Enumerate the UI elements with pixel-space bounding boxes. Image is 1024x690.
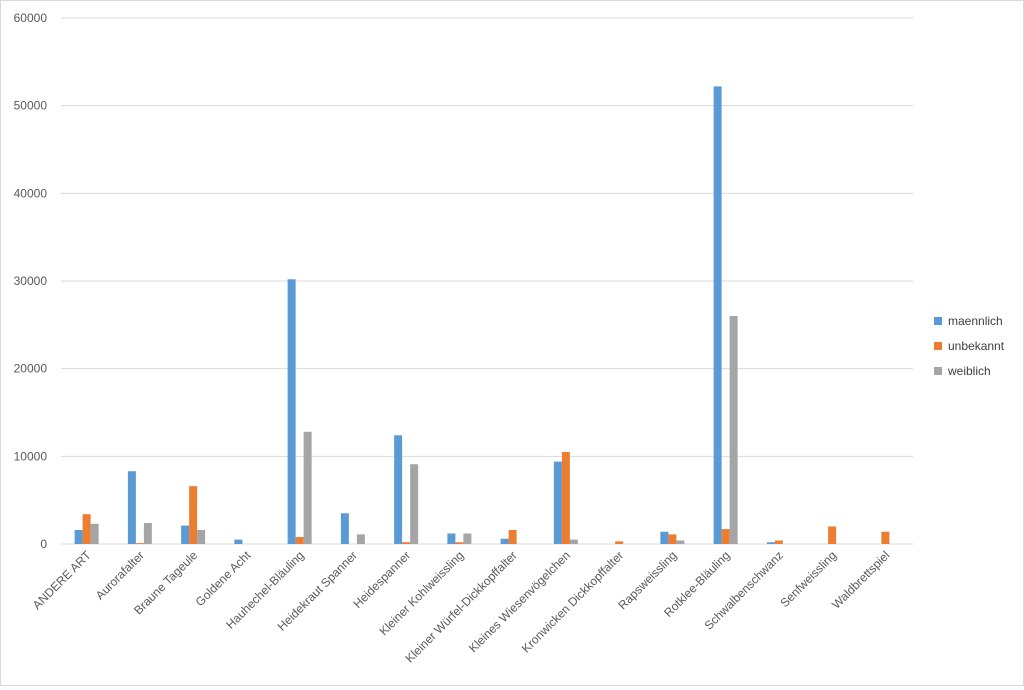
bar-weiblich-9 (569, 539, 578, 544)
bar-weiblich-6 (410, 464, 419, 544)
bar-weiblich-1 (143, 522, 152, 544)
legend-label-unbekannt: unbekannt (948, 338, 1005, 353)
bar-maennlich-6 (394, 435, 403, 544)
bar-maennlich-2 (181, 525, 190, 544)
bar-weiblich-2 (197, 529, 206, 544)
bar-unbekannt-11 (668, 534, 677, 544)
legend: maennlich unbekannt weiblich (934, 308, 1020, 383)
bar-maennlich-8 (500, 538, 509, 544)
legend-item-maennlich: maennlich (934, 308, 1020, 333)
y-tick-label: 60000 (14, 11, 48, 25)
bar-maennlich-1 (127, 471, 136, 544)
bar-unbekannt-6 (402, 542, 411, 544)
bar-unbekannt-1 (135, 543, 144, 544)
bar-unbekannt-12 (721, 529, 730, 544)
x-tick-label: ANDERE ART (30, 548, 94, 612)
gridlines (61, 17, 913, 545)
y-tick-label: 0 (40, 537, 47, 551)
bar-maennlich-3 (234, 539, 243, 544)
legend-label-maennlich: maennlich (948, 313, 1003, 328)
y-tick-label: 40000 (14, 186, 48, 200)
bar-maennlich-0 (74, 529, 83, 544)
bar-unbekannt-13 (774, 540, 783, 544)
bar-unbekannt-4 (295, 536, 304, 544)
bar-unbekannt-10 (615, 541, 624, 544)
x-tick-label: Kleiner Würfel-Dickkopffalter (402, 548, 519, 665)
legend-item-unbekannt: unbekannt (934, 333, 1020, 358)
legend-item-weiblich: weiblich (934, 358, 1020, 383)
legend-swatch-unbekannt (934, 341, 942, 350)
bar-weiblich-7 (463, 533, 472, 544)
bar-weiblich-0 (90, 523, 99, 544)
bar-maennlich-13 (766, 542, 775, 544)
legend-swatch-maennlich (934, 316, 942, 325)
bar-weiblich-11 (676, 540, 685, 544)
y-tick-label: 30000 (14, 274, 48, 288)
y-tick-label: 50000 (14, 99, 48, 113)
bar-unbekannt-8 (508, 529, 517, 544)
y-axis-ticks: 0 10000 20000 30000 40000 50000 60000 (14, 11, 48, 551)
bar-weiblich-12 (729, 316, 738, 544)
y-tick-label: 10000 (14, 449, 48, 463)
bars (74, 86, 890, 544)
bar-unbekannt-15 (881, 531, 890, 544)
bar-maennlich-7 (447, 533, 456, 544)
x-tick-label: Aurorafalter (93, 548, 147, 602)
bar-unbekannt-7 (455, 542, 464, 544)
y-tick-label: 20000 (14, 362, 48, 376)
legend-label-weiblich: weiblich (948, 363, 991, 378)
bar-unbekannt-2 (189, 486, 198, 544)
bar-weiblich-4 (303, 431, 312, 544)
bar-maennlich-9 (553, 461, 562, 544)
legend-swatch-weiblich (934, 366, 942, 375)
bar-maennlich-4 (287, 279, 296, 544)
bar-unbekannt-14 (828, 526, 837, 544)
bar-weiblich-5 (356, 534, 365, 544)
bar-unbekannt-0 (82, 514, 91, 544)
bar-maennlich-5 (340, 513, 349, 544)
bar-maennlich-11 (660, 531, 669, 544)
bar-maennlich-12 (713, 86, 722, 544)
x-tick-label: Kronwicken Dickkopffalter (519, 548, 626, 655)
bar-unbekannt-9 (561, 451, 570, 544)
x-tick-label: Kleines Wiesenvögelchen (466, 548, 573, 655)
